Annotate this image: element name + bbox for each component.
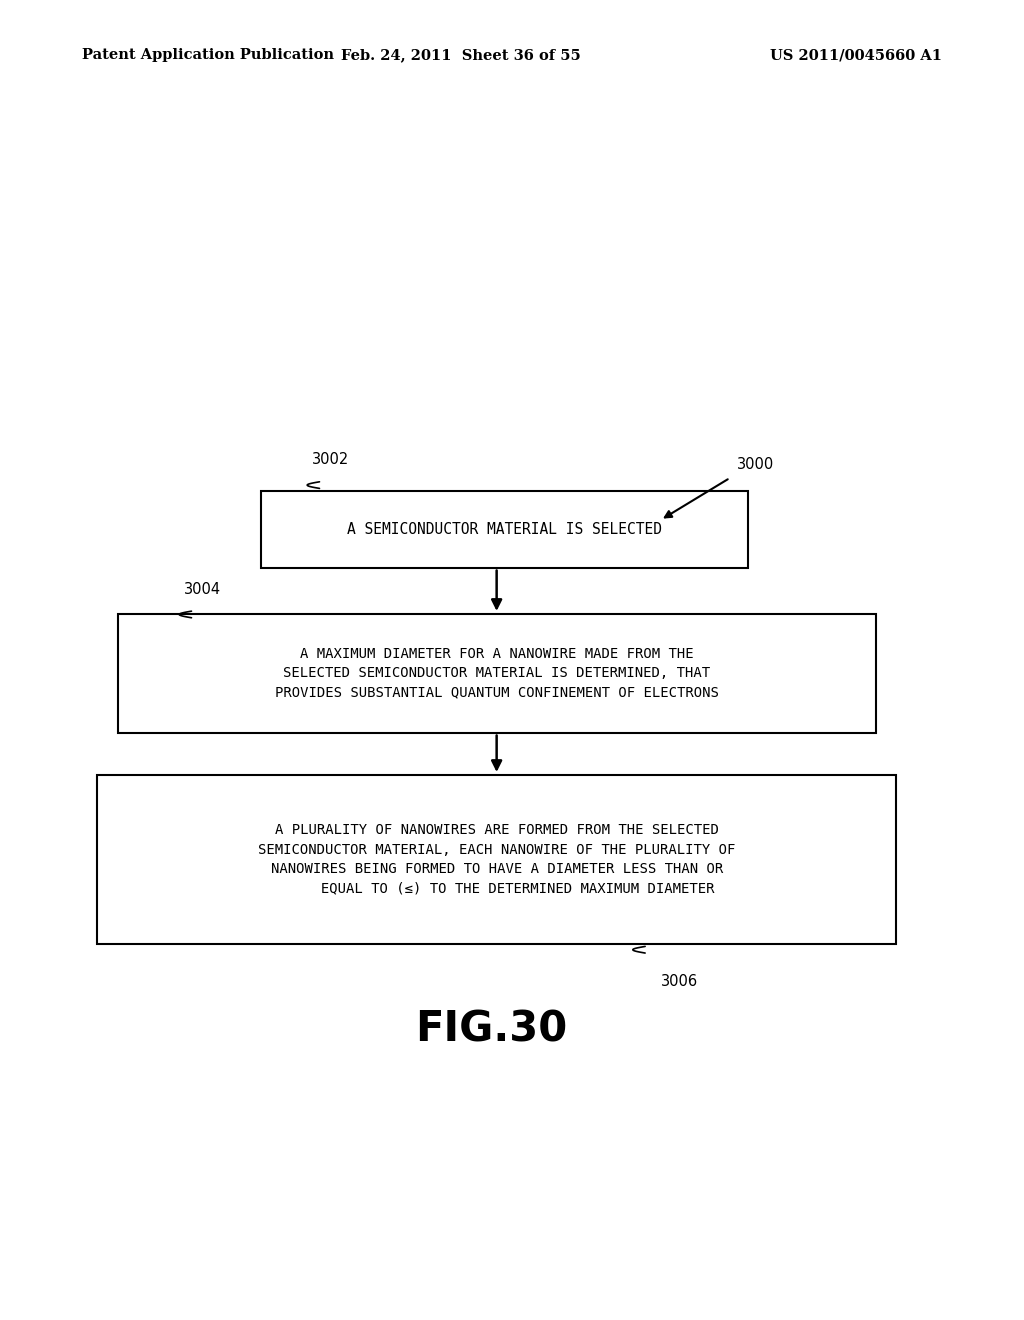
Bar [118,614,876,733]
Bar [97,775,896,944]
Bar [261,491,748,568]
Text: FIG.30: FIG.30 [416,1008,567,1051]
Text: A SEMICONDUCTOR MATERIAL IS SELECTED: A SEMICONDUCTOR MATERIAL IS SELECTED [347,521,662,537]
Text: Patent Application Publication: Patent Application Publication [82,49,334,62]
Text: Feb. 24, 2011  Sheet 36 of 55: Feb. 24, 2011 Sheet 36 of 55 [341,49,581,62]
Text: A MAXIMUM DIAMETER FOR A NANOWIRE MADE FROM THE
SELECTED SEMICONDUCTOR MATERIAL : A MAXIMUM DIAMETER FOR A NANOWIRE MADE F… [274,647,719,700]
Text: 3006: 3006 [660,974,697,989]
Text: 3000: 3000 [737,457,774,473]
Text: US 2011/0045660 A1: US 2011/0045660 A1 [770,49,942,62]
Text: 3004: 3004 [184,582,221,597]
Text: 3002: 3002 [312,453,349,467]
Text: A PLURALITY OF NANOWIRES ARE FORMED FROM THE SELECTED
SEMICONDUCTOR MATERIAL, EA: A PLURALITY OF NANOWIRES ARE FORMED FROM… [258,824,735,895]
